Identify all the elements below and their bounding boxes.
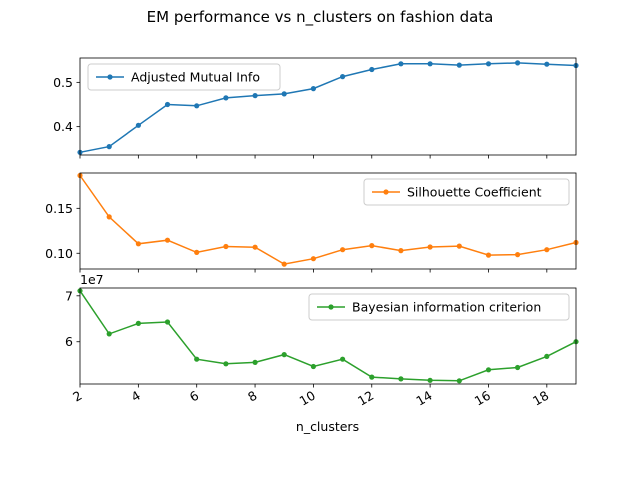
panel-3: 6 7 2 4 6 8 10 12 14 16 18 1e7 Bayesian information … [65,272,579,409]
data-point [427,61,433,67]
legend: Adjusted Mutual Info [87,63,281,91]
data-point [369,66,375,73]
data-point [310,86,316,92]
panel-1: 0.4 0.5 Adjusted Mutual Info [53,57,579,159]
legend-label: Adjusted Mutual Info [131,70,260,85]
data-point [369,374,375,380]
data-point [106,214,112,220]
data-point [485,367,492,373]
x-tick-label: 16 [472,388,493,409]
data-point [106,331,112,337]
legend-frame [308,293,570,321]
series-line [79,290,577,382]
data-point [310,256,316,262]
data-point [485,61,492,67]
legend-marker [383,189,389,195]
series-line [79,175,577,265]
data-point [281,91,287,97]
axes-frame [79,172,577,270]
series-line [79,62,577,154]
legend-label: Silhouette Coefficient [407,185,542,200]
x-tick-label: 8 [245,388,259,405]
data-point [106,144,112,150]
panel-2: 0.10 0.15 Silhouette Coefficient [45,172,579,273]
data-point [340,356,346,362]
x-tick-label: 12 [355,388,376,409]
y-tick-label: 0.10 [45,246,73,261]
data-point [544,353,550,359]
x-axis-label: n_clusters [296,419,359,434]
data-point [252,359,258,365]
data-point [223,95,229,101]
data-point [340,74,346,80]
data-point [223,361,229,367]
data-point [194,249,200,255]
data-point [252,93,258,99]
legend-marker [107,74,113,80]
data-point [398,248,404,254]
data-point [164,237,171,243]
y-tick-label: 6 [65,334,73,349]
data-point [281,352,287,358]
data-point [135,122,141,128]
data-point [310,363,316,370]
x-tick-label: 6 [187,388,201,405]
legend-marker [328,304,334,310]
data-point [252,244,258,250]
data-point [369,243,375,249]
legend: Bayesian information criterion [308,293,570,321]
x-tick-label: 18 [530,388,551,409]
data-point [135,320,141,326]
x-tick-label: 4 [128,388,142,405]
data-point [281,261,287,267]
data-point [194,103,200,109]
data-point [515,252,521,258]
y-tick-label: 0.4 [53,119,73,134]
panels: 0.4 0.5 Adjusted Mutual Info 0.10 0.15 Silhou… [45,57,579,409]
x-tick-label: 2 [70,388,84,405]
legend-frame [363,178,570,206]
y-offset-label: 1e7 [80,272,104,287]
data-point [194,356,200,362]
data-point [164,319,171,325]
data-point [456,378,462,384]
axes-frame [79,57,577,156]
data-point [223,243,229,250]
data-point [456,62,462,68]
x-tick-label: 14 [413,388,434,409]
legend-label: Bayesian information criterion [352,300,541,315]
data-point [544,61,550,67]
legend: Silhouette Coefficient [363,178,570,206]
data-point [398,61,404,67]
axes-frame [79,287,577,385]
data-point [340,247,346,253]
chart-title: EM performance vs n_clusters on fashion … [147,8,494,27]
y-tick-label: 0.5 [53,75,73,90]
data-point [544,247,550,253]
y-tick-label: 7 [65,288,73,303]
x-tick-label: 10 [297,388,318,409]
data-point [515,60,521,66]
legend-frame [87,63,281,91]
data-point [485,252,492,258]
data-point [515,364,521,371]
data-point [456,243,462,249]
data-point [427,244,433,250]
y-tick-label: 0.15 [45,201,73,216]
data-point [164,101,171,108]
data-point [398,376,404,382]
data-point [427,377,433,383]
data-point [135,241,141,247]
